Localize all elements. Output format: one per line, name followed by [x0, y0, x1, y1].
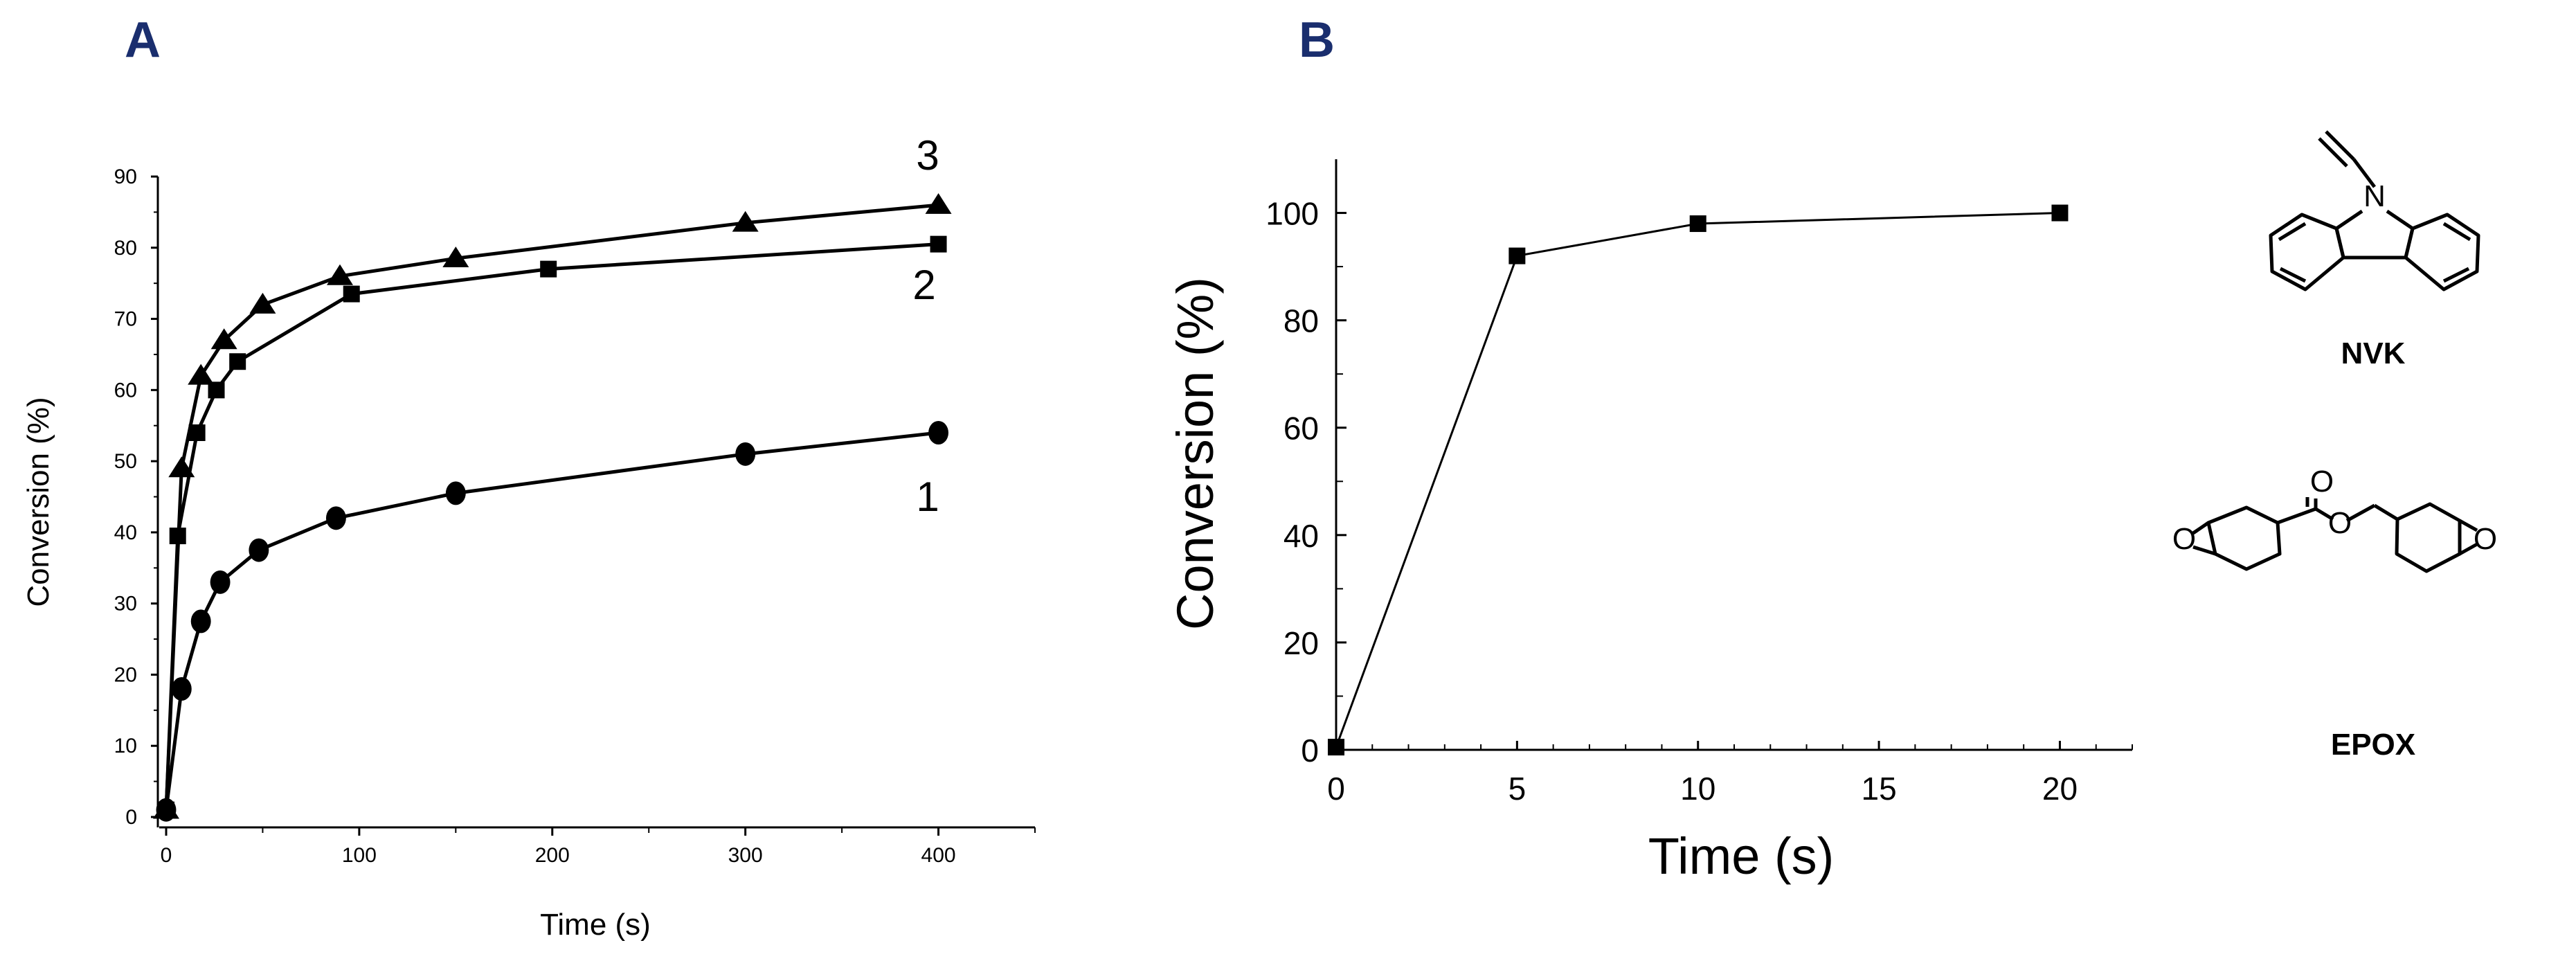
- nvk-right-double-1: [2442, 222, 2471, 242]
- epox-label: EPOX: [2331, 728, 2415, 762]
- epox-right-epoxide-1: [2458, 519, 2478, 532]
- chart-a-point-3: [188, 363, 215, 385]
- chart-a-series-label-1: 1: [916, 474, 939, 520]
- chart-b-y-tick-label: 20: [1284, 625, 1319, 661]
- chart-b-point: [1689, 215, 1706, 233]
- epox-bond-2: [2314, 507, 2334, 521]
- chart-a-y-tick-label: 80: [114, 237, 137, 260]
- nvk-label: NVK: [2341, 336, 2406, 370]
- chart-a-point-2: [540, 260, 557, 278]
- nvk-right-benzene: [2404, 213, 2480, 291]
- chart-a-point-3: [168, 456, 195, 478]
- chart-b-x-tick-label: 20: [2042, 771, 2078, 807]
- chart-a-x-tick-label: 100: [342, 844, 377, 867]
- chart-b: 0 20 40 60 80 100 0 5 10 15 20 Time (s) Conversion (…: [1167, 159, 2133, 885]
- chart-a-point-1: [190, 609, 211, 634]
- chart-a-series-label-2: 2: [912, 262, 935, 308]
- chart-a-point-3: [210, 328, 237, 350]
- chart-a-y-tick-label: 90: [114, 165, 137, 188]
- epox-right-ring: [2395, 502, 2462, 573]
- chart-b-point: [1328, 739, 1344, 756]
- panel-label-b: B: [1299, 12, 1335, 68]
- epox-ester-oxygen: O: [2328, 506, 2352, 540]
- chart-b-point: [2051, 204, 2069, 222]
- chart-b-x-tick-label: 15: [1862, 771, 1897, 807]
- nvk-nitrogen-atom: N: [2363, 179, 2386, 213]
- chart-b-y-tick-label: 40: [1284, 518, 1319, 554]
- chart-a-point-1: [735, 442, 756, 466]
- chart-a-point-3: [442, 246, 469, 268]
- chart-a-point-2: [229, 353, 246, 370]
- chart-b-y-tick-label: 100: [1266, 196, 1319, 232]
- chart-a-point-3: [327, 264, 353, 285]
- nvk-right-double-2: [2442, 267, 2470, 283]
- chart-a-y-tick-label: 20: [114, 663, 137, 686]
- nvk-vinyl-bond-2: [2325, 130, 2355, 161]
- chart-a-point-1: [171, 677, 192, 701]
- chart-b-x-tick-label: 5: [1508, 771, 1526, 807]
- chart-a-series-line-2: [164, 242, 939, 810]
- chart-a-y-tick-label: 40: [114, 521, 137, 544]
- chart-a-point-1: [325, 506, 346, 530]
- chart-a-y-tick-label: 10: [114, 735, 137, 757]
- chart-a-x-tick-label: 300: [728, 844, 763, 867]
- epox-bond-4: [2373, 503, 2399, 521]
- chart-b-x-axis-title: Time (s): [1648, 827, 1835, 885]
- chart-a-point-2: [343, 285, 360, 303]
- epox-left-ring: [2206, 505, 2282, 571]
- chart-a-series-label-3: 3: [916, 132, 939, 179]
- chart-a-series-line-1: [164, 431, 939, 811]
- chart-a-x-axis-title: Time (s): [540, 908, 651, 942]
- chart-a: 0 10 20 30 40 50 60 70 80 90 0 100 200 300 400 Time (s)…: [21, 132, 1036, 942]
- chart-a-x-tick-label: 200: [535, 844, 570, 867]
- nvk-pyrrole-ring: [2334, 209, 2415, 260]
- chart-a-point-3: [249, 292, 276, 314]
- nvk-left-double-1: [2278, 222, 2307, 242]
- chart-a-point-2: [930, 235, 947, 253]
- chart-a-point-1: [210, 570, 231, 594]
- epox-bond-1: [2277, 507, 2316, 525]
- chart-b-y-tick-label: 80: [1284, 303, 1319, 339]
- chart-b-y-axis-title: Conversion (%): [1167, 277, 1224, 630]
- epox-structure: [2192, 497, 2478, 573]
- chart-a-y-tick-label: 70: [114, 308, 137, 331]
- epox-carbonyl-oxygen: O: [2310, 465, 2334, 499]
- chart-a-point-3: [732, 210, 759, 232]
- chart-b-x-tick-label: 0: [1327, 771, 1345, 807]
- epox-right-epoxide-oxygen: O: [2474, 522, 2497, 556]
- panel-label-a: A: [125, 12, 161, 68]
- epox-right-epoxide-2: [2458, 542, 2478, 556]
- chart-a-point-3: [925, 193, 952, 214]
- chart-a-y-tick-label: 30: [114, 593, 137, 616]
- chart-b-x-tick-label: 10: [1680, 771, 1715, 807]
- chart-a-point-1: [928, 421, 949, 444]
- chart-a-point-1: [445, 481, 466, 505]
- chart-a-y-tick-label: 0: [125, 806, 137, 829]
- nvk-left-double-2: [2279, 267, 2307, 283]
- chart-a-x-tick-label: 400: [921, 844, 956, 867]
- chart-a-y-axis-title: Conversion (%): [21, 397, 55, 607]
- chart-a-series-line-3: [164, 203, 939, 810]
- epox-left-epoxide-2: [2192, 545, 2216, 556]
- epox-left-epoxide-1: [2192, 521, 2210, 535]
- chart-a-y-tick-label: 60: [114, 379, 137, 402]
- nvk-structure: [2269, 130, 2480, 291]
- chart-b-y-tick-label: 60: [1284, 411, 1319, 447]
- chart-b-point: [1508, 247, 1526, 264]
- chart-b-y-tick-label: 0: [1301, 733, 1319, 769]
- nvk-vinyl-bond-1: [2352, 158, 2376, 188]
- chart-a-point-3: [153, 798, 179, 819]
- chart-a-x-tick-label: 0: [161, 844, 172, 867]
- chart-a-point-1: [249, 538, 269, 562]
- epox-left-epoxide-oxygen: O: [2172, 522, 2196, 556]
- nvk-vinyl-bond-2b: [2318, 137, 2348, 168]
- nvk-left-benzene: [2269, 213, 2345, 291]
- chart-a-y-tick-label: 50: [114, 450, 137, 473]
- epox-bond-3: [2345, 503, 2376, 523]
- chart-b-series-line: [1335, 212, 2060, 748]
